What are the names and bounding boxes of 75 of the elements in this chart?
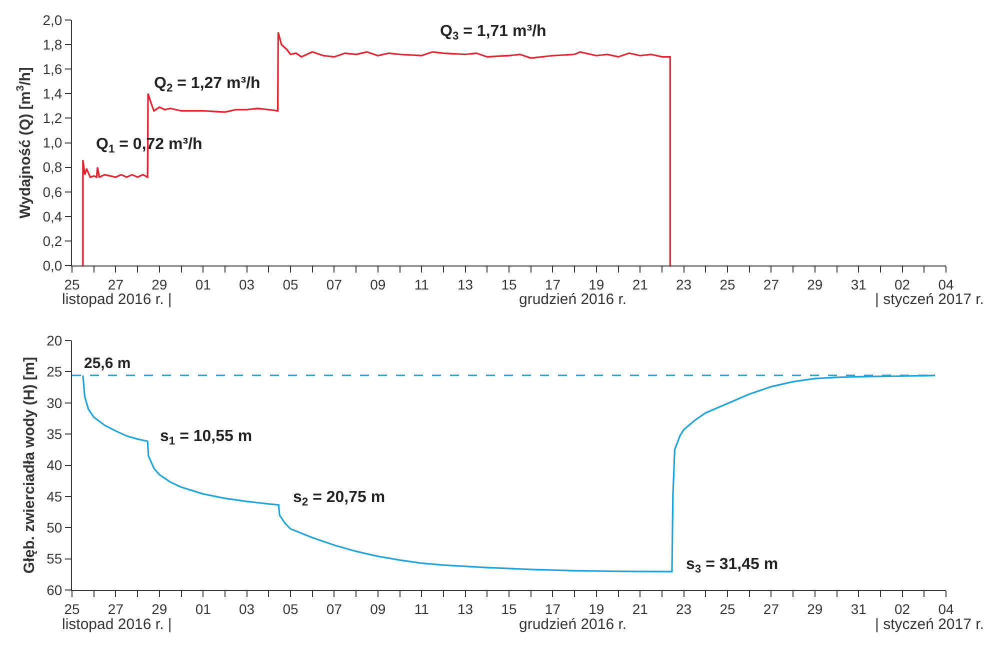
y-tick-label: 55 [46, 550, 62, 567]
y-tick-label: 2,0 [42, 12, 62, 28]
x-tick-label: 11 [414, 600, 430, 617]
y-tick-label: 1,6 [42, 61, 62, 78]
text: listopad 2016 r. | [62, 616, 172, 633]
y-axis-title: Głęb. zwierciadła wody (H) [m] [20, 356, 38, 574]
x-tick-label: 23 [676, 600, 692, 617]
x-tick-label: 27 [763, 276, 780, 292]
x-tick-label: 25 [64, 600, 80, 617]
x-tick-label: 27 [108, 600, 124, 617]
x-tick-label: 07 [326, 600, 342, 617]
x-tick-label: 05 [282, 600, 298, 617]
x-tick-label: 09 [370, 600, 386, 617]
ref-line-label: 25,6 m [84, 355, 131, 372]
y-tick-label: 1,2 [42, 110, 62, 126]
x-tick-label: 29 [152, 276, 168, 292]
y-tick-label: 40 [46, 457, 62, 474]
y-tick-label: 60 [46, 582, 62, 598]
x-tick-label: 25 [720, 600, 736, 617]
y-tick-label: 20 [46, 332, 62, 348]
x-tick-label: 27 [108, 276, 124, 292]
x-tick-label: 23 [676, 276, 692, 292]
x-tick-label: 31 [850, 600, 867, 617]
x-tick-label: 05 [282, 276, 298, 292]
x-tick-label: 21 [632, 600, 648, 617]
x-tick-label: 29 [807, 600, 823, 617]
x-tick-label: 02 [894, 600, 910, 617]
y-tick-label: 1,0 [42, 134, 62, 151]
x-tick-label: 29 [152, 600, 168, 617]
x-tick-label: 31 [850, 276, 867, 292]
x-tick-label: 02 [894, 276, 910, 292]
x-tick-label: 09 [370, 276, 386, 292]
annotation: s$_{2}$ = 20,75 m [293, 489, 386, 508]
x-tick-label: 03 [239, 276, 255, 292]
y-tick-label: 50 [46, 520, 62, 536]
text: listopad 2016 r. | [62, 291, 172, 308]
x-tick-label: 04 [938, 600, 954, 617]
annotation: s$_{3}$ = 31,45 m [686, 556, 778, 576]
y-tick-label: 30 [46, 394, 62, 411]
text: | styczeń 2017 r. [875, 291, 984, 308]
x-tick-label: 13 [458, 600, 474, 617]
x-tick-label: 04 [938, 276, 954, 292]
y-tick-label: 45 [46, 488, 62, 504]
annotation: Q$_{3}$ = 1,71 m³/h [440, 23, 546, 42]
x-tick-label: 17 [544, 600, 561, 617]
text: grudzień 2016 r. [519, 291, 627, 308]
x-tick-label: 01 [195, 276, 212, 292]
x-tick-label: 17 [544, 276, 561, 292]
x-tick-label: 01 [195, 600, 212, 617]
x-tick-label: 29 [807, 276, 823, 292]
x-tick-label: 13 [458, 276, 474, 292]
x-tick-label: 21 [632, 276, 648, 292]
x-tick-label: 25 [720, 276, 736, 292]
y-tick-label: 1,4 [42, 86, 62, 102]
x-tick-label: 25 [64, 276, 80, 292]
text: | styczeń 2017 r. [875, 616, 984, 633]
y-tick-label: 0,6 [42, 184, 62, 200]
x-tick-label: 15 [501, 276, 517, 292]
x-tick-label: 15 [501, 600, 517, 617]
x-tick-label: 27 [763, 600, 780, 617]
y-tick-label: 25 [46, 364, 62, 380]
annotation: Q$_{2}$ = 1,27 m³/h [154, 75, 260, 94]
y-tick-label: 35 [46, 426, 62, 442]
y-tick-label: 0,4 [42, 208, 62, 224]
y-tick-label: 0,2 [42, 232, 62, 249]
text: grudzień 2016 r. [519, 616, 627, 633]
x-tick-label: 03 [239, 600, 255, 617]
y-tick-label: 0,8 [42, 159, 62, 176]
x-tick-label: 19 [588, 276, 604, 292]
y-tick-label: 1,8 [42, 36, 62, 52]
y-tick-label: 0,0 [42, 257, 62, 274]
annotation: s$_{1}$ = 10,55 m [160, 428, 252, 448]
x-tick-label: 19 [588, 600, 604, 617]
x-tick-label: 07 [326, 276, 342, 292]
x-tick-label: 11 [414, 276, 430, 292]
